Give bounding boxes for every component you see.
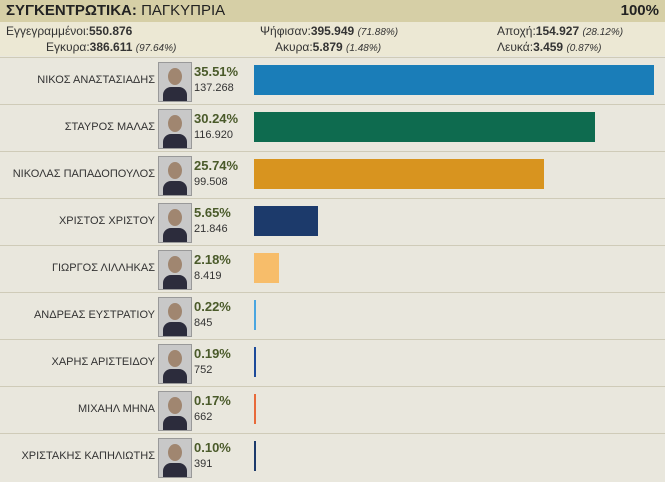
invalid-value: 5.879	[312, 40, 343, 54]
blank-stat: Λευκά:3.459 (0.87%)	[497, 40, 601, 54]
blank-label: Λευκά:	[497, 40, 534, 54]
candidate-name: ΧΡΙΣΤΑΚΗΣ ΚΑΠΗΛΙΩΤΗΣ	[21, 450, 155, 462]
candidate-bar	[254, 65, 654, 95]
candidate-photo	[158, 250, 192, 290]
candidate-photo	[158, 109, 192, 149]
candidate-percent: 0.10%	[194, 440, 231, 455]
candidate-name: ΑΝΔΡΕΑΣ ΕΥΣΤΡΑΤΙΟΥ	[33, 309, 155, 321]
candidate-percent: 0.22%	[194, 299, 231, 314]
candidate-votes: 662	[194, 411, 213, 423]
valid-label: Εγκυρα:	[46, 40, 90, 54]
candidate-votes: 752	[194, 364, 213, 376]
candidate-votes: 21.846	[194, 223, 228, 235]
candidate-bar	[254, 159, 544, 189]
candidate-votes: 137.268	[194, 82, 234, 94]
header-label: ΣΥΓΚΕΝΤΡΩΤΙΚΑ:	[6, 2, 137, 19]
candidate-percent: 0.17%	[194, 393, 231, 408]
candidate-votes: 116.920	[194, 129, 233, 141]
candidate-photo	[158, 203, 192, 243]
candidate-row: ΑΝΔΡΕΑΣ ΕΥΣΤΡΑΤΙΟΥ 0.22% 845	[0, 292, 665, 339]
candidate-bar	[254, 347, 257, 377]
candidate-percent: 35.51%	[194, 64, 239, 79]
candidate-percent: 2.18%	[194, 252, 231, 267]
abstention-stat: Αποχή:154.927 (28.12%)	[497, 24, 623, 38]
blank-pct: (0.87%)	[566, 43, 602, 54]
candidate-name: ΧΑΡΗΣ ΑΡΙΣΤΕΙΔΟΥ	[51, 356, 155, 368]
abstention-label: Αποχή:	[497, 24, 536, 38]
registered-stat: Εγγεγραμμένοι:550.876	[6, 24, 132, 38]
candidate-name: ΣΤΑΥΡΟΣ ΜΑΛΑΣ	[64, 121, 155, 133]
invalid-label: Ακυρα:	[275, 40, 313, 54]
header-title: ΣΥΓΚΕΝΤΡΩΤΙΚΑ: ΠΑΓΚΥΠΡΙΑ	[6, 2, 225, 19]
voted-value: 395.949	[310, 24, 355, 38]
invalid-stat: Ακυρα:5.879 (1.48%)	[275, 40, 381, 54]
candidate-row: ΓΙΩΡΓΟΣ ΛΙΛΛΗΚΑΣ 2.18% 8.419	[0, 245, 665, 292]
registered-value: 550.876	[88, 24, 133, 38]
valid-pct: (97.64%)	[135, 43, 177, 54]
abstention-value: 154.927	[535, 24, 580, 38]
candidate-votes: 8.419	[194, 270, 222, 282]
candidate-bar	[254, 300, 257, 330]
candidate-bar	[254, 112, 595, 142]
invalid-pct: (1.48%)	[346, 43, 382, 54]
candidate-percent: 25.74%	[194, 158, 239, 173]
candidate-row: ΝΙΚΟΣ ΑΝΑΣΤΑΣΙΑΔΗΣ 35.51% 137.268	[0, 57, 665, 104]
candidate-row: ΧΑΡΗΣ ΑΡΙΣΤΕΙΔΟΥ 0.19% 752	[0, 339, 665, 386]
candidate-row: ΧΡΙΣΤΟΣ ΧΡΙΣΤΟΥ 5.65% 21.846	[0, 198, 665, 245]
candidate-name: ΜΙΧΑΗΛ ΜΗΝΑ	[77, 403, 155, 415]
turnout-stats: Εγγεγραμμένοι:550.876 Ψήφισαν:395.949 (7…	[0, 22, 665, 56]
candidate-bar	[254, 206, 318, 236]
candidate-name: ΓΙΩΡΓΟΣ ΛΙΛΛΗΚΑΣ	[51, 262, 155, 274]
header-bar: ΣΥΓΚΕΝΤΡΩΤΙΚΑ: ΠΑΓΚΥΠΡΙΑ 100%	[0, 0, 665, 22]
registered-label: Εγγεγραμμένοι:	[6, 24, 89, 38]
progress-percent: 100%	[620, 2, 659, 19]
valid-value: 386.611	[89, 40, 133, 54]
candidate-name: ΝΙΚΟΣ ΑΝΑΣΤΑΣΙΑΔΗΣ	[37, 74, 155, 86]
candidate-photo	[158, 344, 192, 384]
candidate-votes: 845	[194, 317, 213, 329]
candidate-name: ΝΙΚΟΛΑΣ ΠΑΠΑΔΟΠΟΥΛΟΣ	[12, 168, 155, 180]
candidate-photo	[158, 156, 192, 196]
candidate-row: ΝΙΚΟΛΑΣ ΠΑΠΑΔΟΠΟΥΛΟΣ 25.74% 99.508	[0, 151, 665, 198]
candidate-photo	[158, 62, 192, 102]
candidate-photo	[158, 297, 192, 337]
candidate-row: ΣΤΑΥΡΟΣ ΜΑΛΑΣ 30.24% 116.920	[0, 104, 665, 151]
header-region: ΠΑΓΚΥΠΡΙΑ	[141, 2, 226, 19]
candidate-votes: 391	[194, 458, 213, 470]
candidate-percent: 30.24%	[194, 111, 239, 126]
candidate-name: ΧΡΙΣΤΟΣ ΧΡΙΣΤΟΥ	[58, 215, 155, 227]
abstention-pct: (28.12%)	[582, 27, 624, 38]
voted-pct: (71.88%)	[357, 27, 399, 38]
voted-label: Ψήφισαν:	[260, 24, 311, 38]
candidate-row: ΧΡΙΣΤΑΚΗΣ ΚΑΠΗΛΙΩΤΗΣ 0.10% 391	[0, 433, 665, 480]
valid-stat: Εγκυρα:386.611 (97.64%)	[46, 40, 176, 54]
candidate-row: ΜΙΧΑΗΛ ΜΗΝΑ 0.17% 662	[0, 386, 665, 433]
candidate-votes: 99.508	[194, 176, 228, 188]
candidate-bar	[254, 394, 256, 424]
blank-value: 3.459	[533, 40, 564, 54]
candidate-percent: 5.65%	[194, 205, 231, 220]
candidate-bar	[254, 253, 279, 283]
candidate-photo	[158, 438, 192, 478]
candidate-percent: 0.19%	[194, 346, 231, 361]
voted-stat: Ψήφισαν:395.949 (71.88%)	[260, 24, 398, 38]
candidate-bar	[254, 441, 256, 471]
candidate-photo	[158, 391, 192, 431]
